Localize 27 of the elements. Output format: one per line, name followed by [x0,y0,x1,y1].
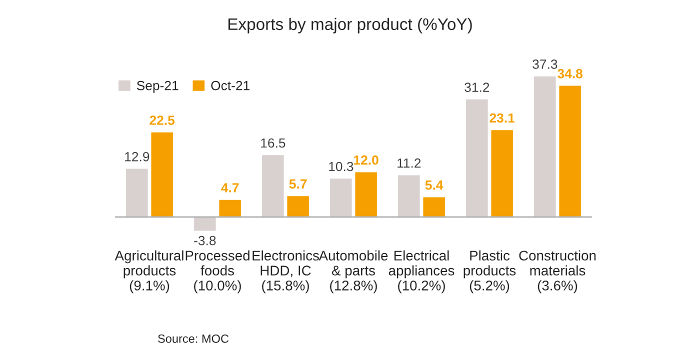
x-tick-label: Automobile & parts (12.8%) [318,250,388,294]
x-tick-label: Electronics HDD, IC (15.8%) [252,250,319,294]
data-label: 34.8 [558,68,583,78]
chart-title: Exports by major product (%YoY) [228,18,472,34]
x-tick-label: Processed foods (10.0%) [186,250,250,294]
data-label: 23.1 [490,113,515,123]
data-label: 12.0 [354,155,378,165]
data-label: 4.7 [221,183,239,192]
data-label: 11.2 [398,158,421,168]
x-tick-label: Plastic products (5.2%) [464,250,516,294]
data-label: 31.2 [464,82,490,92]
legend-label: Sep-21 [136,80,178,93]
data-label: 5.4 [425,180,444,190]
bar [192,216,218,232]
x-tick-label: Construction materials (3.6%) [519,250,596,294]
data-label: -3.8 [194,236,216,246]
data-label: 22.5 [150,116,175,125]
data-label: 37.3 [532,60,558,69]
x-tick-label: Electrical appliances (10.2%) [388,250,454,294]
source-note: Source: MOC [158,334,229,343]
legend-label: Oct-21 [211,80,250,90]
data-label: 5.7 [289,179,307,189]
x-tick-label: Agricultural products (9.1%) [114,250,184,294]
data-label: 10.3 [329,162,354,172]
data-label: 12.9 [125,152,150,162]
data-label: 16.5 [261,138,286,148]
bar [218,198,242,218]
